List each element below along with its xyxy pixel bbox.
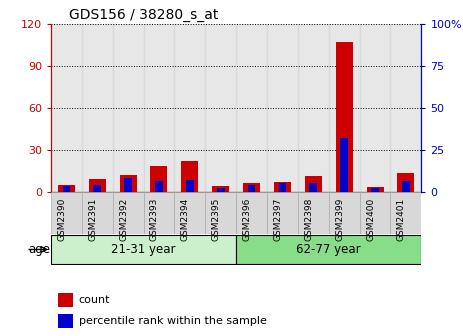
- Bar: [217, 188, 225, 192]
- Bar: [402, 181, 410, 192]
- Bar: [267, 24, 298, 192]
- FancyBboxPatch shape: [51, 235, 236, 264]
- FancyBboxPatch shape: [82, 192, 113, 234]
- Bar: [279, 183, 286, 192]
- Bar: [305, 176, 322, 192]
- Bar: [274, 182, 291, 192]
- Text: GSM2396: GSM2396: [243, 198, 251, 241]
- Bar: [248, 185, 256, 192]
- FancyBboxPatch shape: [205, 192, 236, 234]
- Text: GSM2399: GSM2399: [335, 198, 344, 241]
- Bar: [212, 186, 229, 192]
- Bar: [82, 24, 113, 192]
- Bar: [175, 24, 205, 192]
- Bar: [367, 187, 383, 192]
- Bar: [298, 24, 329, 192]
- Bar: [340, 138, 348, 192]
- Bar: [155, 181, 163, 192]
- Bar: [150, 166, 168, 192]
- FancyBboxPatch shape: [113, 192, 144, 234]
- FancyBboxPatch shape: [267, 192, 298, 234]
- Text: GSM2395: GSM2395: [212, 198, 221, 241]
- Bar: [181, 161, 198, 192]
- FancyBboxPatch shape: [360, 192, 390, 234]
- Text: GSM2401: GSM2401: [397, 198, 406, 241]
- Bar: [397, 173, 414, 192]
- Text: 21-31 year: 21-31 year: [111, 243, 176, 256]
- Bar: [63, 186, 70, 192]
- Text: GSM2391: GSM2391: [88, 198, 97, 241]
- Bar: [309, 183, 317, 192]
- Bar: [360, 24, 390, 192]
- Bar: [51, 24, 82, 192]
- Text: age: age: [28, 243, 50, 256]
- FancyBboxPatch shape: [298, 192, 329, 234]
- Text: GDS156 / 38280_s_at: GDS156 / 38280_s_at: [69, 8, 219, 23]
- Bar: [243, 183, 260, 192]
- Text: GSM2400: GSM2400: [366, 198, 375, 241]
- Bar: [58, 314, 73, 328]
- Text: GSM2397: GSM2397: [274, 198, 282, 241]
- FancyBboxPatch shape: [236, 235, 421, 264]
- Text: count: count: [79, 295, 110, 305]
- Text: GSM2398: GSM2398: [304, 198, 313, 241]
- Text: 62-77 year: 62-77 year: [296, 243, 361, 256]
- Bar: [119, 175, 137, 192]
- Text: GSM2393: GSM2393: [150, 198, 159, 241]
- Bar: [390, 24, 421, 192]
- Text: GSM2392: GSM2392: [119, 198, 128, 241]
- Text: percentile rank within the sample: percentile rank within the sample: [79, 316, 267, 326]
- FancyBboxPatch shape: [51, 192, 82, 234]
- Bar: [236, 24, 267, 192]
- Bar: [94, 185, 101, 192]
- FancyBboxPatch shape: [175, 192, 205, 234]
- Bar: [58, 293, 73, 307]
- Bar: [124, 178, 132, 192]
- Bar: [186, 180, 194, 192]
- Bar: [58, 184, 75, 192]
- Bar: [329, 24, 360, 192]
- FancyBboxPatch shape: [144, 192, 175, 234]
- Text: GSM2390: GSM2390: [57, 198, 66, 241]
- FancyBboxPatch shape: [236, 192, 267, 234]
- Bar: [89, 179, 106, 192]
- Bar: [205, 24, 236, 192]
- Bar: [371, 188, 379, 192]
- Bar: [113, 24, 144, 192]
- Text: GSM2394: GSM2394: [181, 198, 190, 241]
- FancyBboxPatch shape: [390, 192, 421, 234]
- FancyBboxPatch shape: [329, 192, 360, 234]
- Bar: [144, 24, 175, 192]
- Bar: [336, 42, 353, 192]
